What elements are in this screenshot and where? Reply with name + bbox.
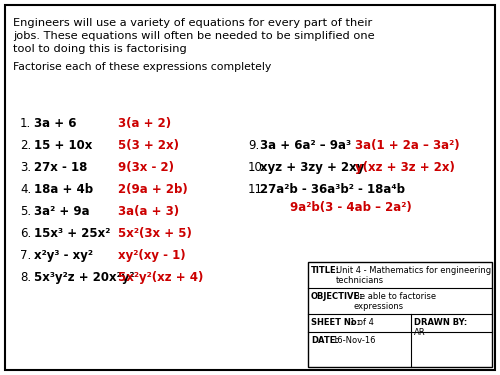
Text: 3a(1 + 2a – 3a²): 3a(1 + 2a – 3a²) [355, 139, 460, 152]
Text: xy²(xy - 1): xy²(xy - 1) [118, 249, 186, 262]
Text: 15x³ + 25x²: 15x³ + 25x² [34, 227, 110, 240]
Text: 27x - 18: 27x - 18 [34, 161, 88, 174]
Text: AR: AR [414, 328, 426, 337]
Text: 9a²b(3 - 4ab – 2a²): 9a²b(3 - 4ab – 2a²) [290, 201, 412, 214]
Text: 1 of 4: 1 of 4 [350, 318, 374, 327]
Text: 8.: 8. [20, 271, 31, 284]
Text: 9(3x - 2): 9(3x - 2) [118, 161, 174, 174]
Text: 3a(a + 3): 3a(a + 3) [118, 205, 179, 218]
Text: TITLE:: TITLE: [311, 266, 340, 275]
Text: 2(9a + 2b): 2(9a + 2b) [118, 183, 188, 196]
FancyBboxPatch shape [5, 5, 495, 370]
Text: tool to doing this is factorising: tool to doing this is factorising [13, 44, 187, 54]
Text: OBJECTIVE:: OBJECTIVE: [311, 292, 364, 301]
Text: DRAWN BY:: DRAWN BY: [414, 318, 468, 327]
Text: 2.: 2. [20, 139, 31, 152]
Text: y(xz + 3z + 2x): y(xz + 3z + 2x) [355, 161, 455, 174]
Text: xyz + 3zy + 2xy: xyz + 3zy + 2xy [260, 161, 364, 174]
Text: 16-Nov-16: 16-Nov-16 [332, 336, 376, 345]
Text: 5.: 5. [20, 205, 31, 218]
FancyBboxPatch shape [308, 262, 492, 367]
Text: 11.: 11. [248, 183, 267, 196]
Text: 27a²b - 36a³b² - 18a⁴b: 27a²b - 36a³b² - 18a⁴b [260, 183, 405, 196]
Text: x²y³ - xy²: x²y³ - xy² [34, 249, 93, 262]
Text: 4.: 4. [20, 183, 31, 196]
Text: 3.: 3. [20, 161, 31, 174]
Text: 9.: 9. [248, 139, 259, 152]
Text: Engineers will use a variety of equations for every part of their: Engineers will use a variety of equation… [13, 18, 372, 28]
Text: 3a + 6: 3a + 6 [34, 117, 76, 130]
Text: 10.: 10. [248, 161, 266, 174]
Text: 6.: 6. [20, 227, 31, 240]
Text: Unit 4 - Mathematics for engineering
technicians: Unit 4 - Mathematics for engineering tec… [336, 266, 491, 285]
Text: DATE:: DATE: [311, 336, 339, 345]
Text: 5x³y²z + 20x²y²: 5x³y²z + 20x²y² [34, 271, 134, 284]
Text: jobs. These equations will often be needed to be simplified one: jobs. These equations will often be need… [13, 31, 374, 41]
Text: 3a² + 9a: 3a² + 9a [34, 205, 90, 218]
Text: 7.: 7. [20, 249, 31, 262]
Text: 15 + 10x: 15 + 10x [34, 139, 92, 152]
Text: Factorise each of these expressions completely: Factorise each of these expressions comp… [13, 62, 271, 72]
Text: 5(3 + 2x): 5(3 + 2x) [118, 139, 179, 152]
Text: Be able to factorise
expressions: Be able to factorise expressions [354, 292, 436, 311]
Text: 18a + 4b: 18a + 4b [34, 183, 93, 196]
Text: 5x²(3x + 5): 5x²(3x + 5) [118, 227, 192, 240]
Text: 3a + 6a² – 9a³: 3a + 6a² – 9a³ [260, 139, 351, 152]
Text: 1.: 1. [20, 117, 31, 130]
Text: SHEET No:: SHEET No: [311, 318, 360, 327]
Text: 5x²y²(xz + 4): 5x²y²(xz + 4) [118, 271, 204, 284]
Text: 3(a + 2): 3(a + 2) [118, 117, 171, 130]
